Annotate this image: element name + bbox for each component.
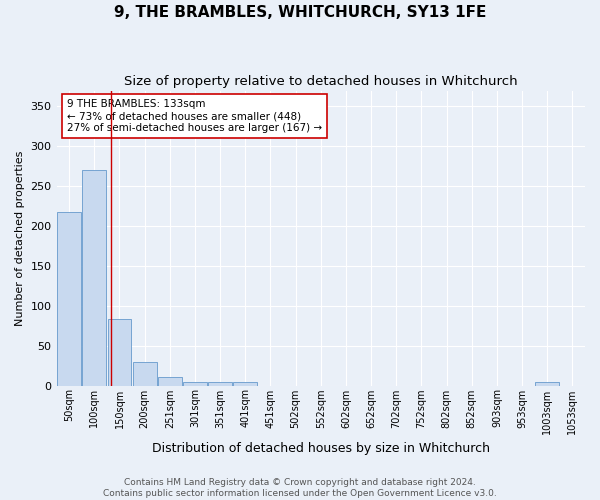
Bar: [208, 382, 232, 386]
Text: 9 THE BRAMBLES: 133sqm
← 73% of detached houses are smaller (448)
27% of semi-de: 9 THE BRAMBLES: 133sqm ← 73% of detached…: [67, 100, 322, 132]
Bar: [133, 362, 157, 386]
Bar: [158, 376, 182, 386]
Text: 9, THE BRAMBLES, WHITCHURCH, SY13 1FE: 9, THE BRAMBLES, WHITCHURCH, SY13 1FE: [114, 5, 486, 20]
X-axis label: Distribution of detached houses by size in Whitchurch: Distribution of detached houses by size …: [152, 442, 490, 455]
Bar: [233, 382, 257, 386]
Text: Contains HM Land Registry data © Crown copyright and database right 2024.
Contai: Contains HM Land Registry data © Crown c…: [103, 478, 497, 498]
Bar: [57, 212, 81, 386]
Bar: [535, 382, 559, 386]
Title: Size of property relative to detached houses in Whitchurch: Size of property relative to detached ho…: [124, 75, 518, 88]
Bar: [82, 170, 106, 386]
Bar: [107, 318, 131, 386]
Y-axis label: Number of detached properties: Number of detached properties: [15, 150, 25, 326]
Bar: [183, 382, 207, 386]
